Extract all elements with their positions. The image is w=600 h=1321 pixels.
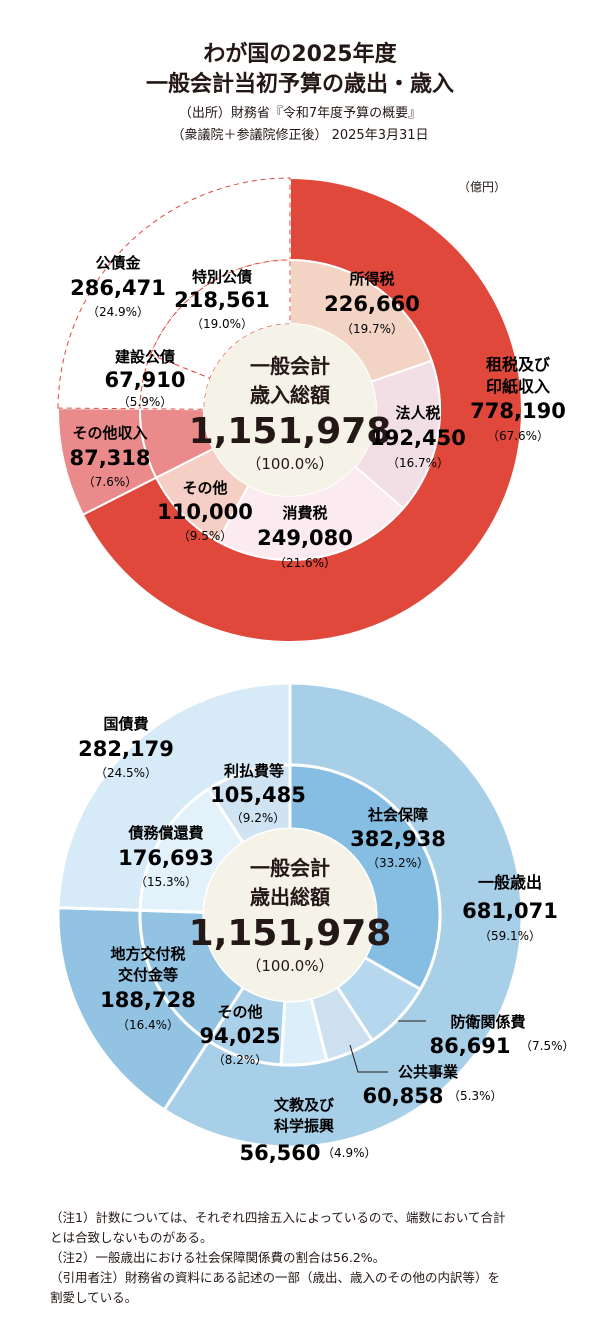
- label-redemption: 債務償還費: [127, 824, 203, 842]
- pct-education: （4.9%）: [322, 1146, 377, 1160]
- value-other-income: 87,318: [69, 446, 150, 470]
- label-education-2: 科学振興: [274, 1117, 334, 1135]
- label-education: 文教及び: [274, 1096, 334, 1114]
- value-special-bonds: 218,561: [174, 288, 270, 312]
- expenditure-center-label1: 一般会計: [250, 856, 330, 880]
- revenue-center-disc: [204, 324, 376, 496]
- label-general: 一般歳出: [478, 873, 542, 892]
- label-corp-tax: 法人税: [395, 404, 440, 422]
- revenue-inner-slice-special_bonds: [149, 259, 291, 379]
- label-public: 公共事業: [398, 1063, 459, 1081]
- pct-construction-bonds: （5.9%）: [118, 395, 173, 409]
- expenditure-center-total: 1,151,978: [189, 913, 392, 954]
- revenue-center-total: 1,151,978: [189, 411, 392, 452]
- revenue-center-label2: 歳入総額: [250, 383, 330, 407]
- label-bonds: 公債金: [95, 254, 141, 272]
- pct-defense: （7.5%）: [520, 1039, 575, 1053]
- value-bonds: 286,471: [70, 276, 166, 300]
- pct-debt: （24.5%）: [95, 766, 157, 780]
- page-subtitle: 一般会計当初予算の歳出・歳入: [145, 72, 454, 97]
- revenue-center-label1: 一般会計: [250, 354, 330, 378]
- label-local: 地方交付税: [110, 945, 185, 963]
- pct-income-tax: （19.7%）: [341, 322, 403, 336]
- source-date-line: （衆議院＋参議院修正後） 2025年3月31日: [171, 128, 429, 143]
- label-tax: 租税及び: [486, 355, 551, 374]
- label-income-tax: 所得税: [349, 270, 394, 288]
- pct-tax: （67.6%）: [487, 429, 549, 443]
- value-public: 60,858: [362, 1084, 443, 1108]
- pct-corp-tax: （16.7%）: [387, 456, 449, 470]
- pct-other-expend: （8.2%）: [213, 1053, 268, 1067]
- note-2: （注2）一般歳出における社会保障関係費の割合は56.2%。: [50, 1250, 386, 1265]
- label-interest: 利払費等: [224, 762, 284, 780]
- note-1: （注1）計数については、それぞれ四捨五入によっているので、端数において合計: [50, 1210, 506, 1225]
- expenditure-center-label2: 歳出総額: [250, 885, 330, 909]
- label-defense: 防衛関係費: [450, 1013, 525, 1031]
- note-3: （引用者注）財務省の資料にある記述の一部（歳出、歳入のその他の内訳等）を: [50, 1270, 501, 1285]
- footnotes: （注1）計数については、それぞれ四捨五入によっているので、端数において合計 とは…: [50, 1208, 570, 1308]
- pct-local: （16.4%）: [117, 1018, 179, 1032]
- pct-bonds: （24.9%）: [87, 305, 149, 319]
- value-education: 56,560: [239, 1141, 320, 1165]
- label-consumption-tax: 消費税: [282, 504, 327, 522]
- pct-consumption-tax: （21.6%）: [274, 556, 336, 570]
- label-tax-2: 印紙収入: [486, 377, 550, 396]
- value-other-expend: 94,025: [199, 1024, 280, 1048]
- pct-general: （59.1%）: [479, 929, 541, 943]
- pct-redemption: （15.3%）: [135, 875, 197, 889]
- value-debt: 282,179: [78, 737, 174, 761]
- value-defense: 86,691: [429, 1034, 510, 1058]
- value-tax: 778,190: [470, 399, 566, 423]
- unit-label: （億円）: [458, 180, 507, 194]
- pct-social: （33.2%）: [367, 856, 429, 870]
- label-special-bonds: 特別公債: [192, 268, 252, 286]
- value-interest: 105,485: [210, 783, 306, 807]
- page-title: わが国の2025年度: [203, 42, 397, 67]
- revenue-donut: [57, 176, 523, 643]
- value-local: 188,728: [100, 988, 196, 1012]
- pct-special-bonds: （19.0%）: [191, 317, 253, 331]
- note-3-cont: 割愛している。: [50, 1290, 138, 1305]
- pct-other-tax: （9.5%）: [178, 529, 233, 543]
- value-consumption-tax: 249,080: [257, 526, 353, 550]
- pct-other-income: （7.6%）: [83, 475, 138, 489]
- label-social: 社会保障: [367, 806, 428, 824]
- label-other-tax: その他: [182, 479, 227, 497]
- value-income-tax: 226,660: [324, 292, 420, 316]
- expenditure-center-pct: （100.0%）: [246, 957, 333, 975]
- value-general: 681,071: [462, 899, 558, 923]
- label-other-income: その他収入: [72, 424, 147, 442]
- source-line: （出所）財務省『令和7年度予算の概要』: [178, 106, 422, 121]
- label-local-2: 交付金等: [118, 966, 178, 984]
- pct-public: （5.3%）: [448, 1089, 503, 1103]
- value-redemption: 176,693: [118, 846, 214, 870]
- value-construction-bonds: 67,910: [104, 368, 185, 392]
- label-other-expend: その他: [217, 1003, 262, 1021]
- public-leader-line: [349, 1044, 388, 1073]
- value-social: 382,938: [350, 827, 446, 851]
- value-other-tax: 110,000: [157, 500, 253, 524]
- revenue-center-pct: （100.0%）: [246, 455, 333, 473]
- value-corp-tax: 192,450: [370, 426, 466, 450]
- revenue-outer-slice-bonds: [57, 177, 291, 410]
- label-debt: 国債費: [103, 715, 148, 733]
- pct-interest: （9.2%）: [231, 811, 286, 825]
- label-construction-bonds: 建設公債: [115, 348, 175, 366]
- note-1-cont: とは合致しないものがある。: [50, 1230, 213, 1245]
- expenditure-center-disc: [204, 829, 376, 1001]
